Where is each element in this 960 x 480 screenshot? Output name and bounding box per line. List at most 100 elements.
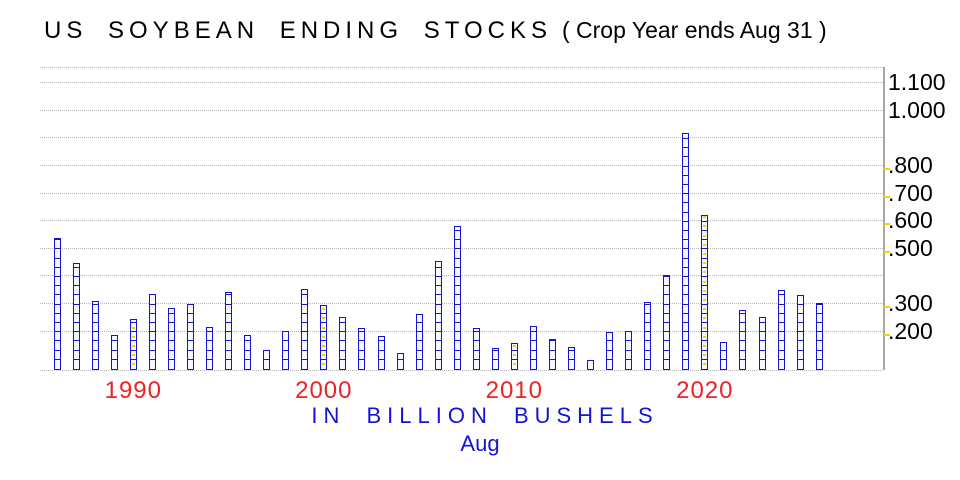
bar-segment-line <box>73 285 79 287</box>
bar-segment-line <box>73 349 79 351</box>
bar-2004 <box>396 353 404 370</box>
bar-1996 <box>244 334 252 370</box>
bar-segment-line <box>435 331 441 333</box>
bar-segment-line <box>321 331 327 333</box>
bar-segment-line <box>168 349 174 351</box>
month-label: Aug <box>460 431 500 456</box>
bar-segment-line <box>54 257 60 259</box>
bar-segment-line <box>797 358 803 360</box>
bar-segment-line <box>454 358 460 360</box>
bar-segment-line <box>645 349 651 351</box>
bar-segment-line <box>778 358 784 360</box>
bar-1988 <box>91 301 99 370</box>
bar-segment-line <box>683 349 689 351</box>
bar-segment-line <box>359 358 365 360</box>
bar-segment-line <box>797 331 803 333</box>
bar-segment-line <box>664 349 670 351</box>
bar-segment-line <box>283 358 289 360</box>
bar-segment-line <box>73 275 79 277</box>
bar-1989 <box>110 334 118 370</box>
bar-segment-line <box>683 174 689 176</box>
decade-marker-dash <box>322 308 326 311</box>
bar-1993 <box>187 304 194 370</box>
bar-segment-line <box>645 340 651 342</box>
bar-2017 <box>644 301 652 370</box>
y-axis-month-tick <box>884 305 890 308</box>
bar-segment-line <box>664 303 670 305</box>
bar-segment-line <box>188 331 193 333</box>
y-axis-tick-label: 1.000 <box>888 96 946 123</box>
y-axis-tick-label: 1.100 <box>888 69 946 96</box>
bar-segment-line <box>740 349 746 351</box>
x-axis-tick-label: 2020 <box>676 377 734 404</box>
bar-segment-line <box>645 312 651 314</box>
bar-segment-line <box>454 321 460 323</box>
bar-segment-line <box>245 358 251 360</box>
bar-segment-line <box>188 358 193 360</box>
bar-segment-line <box>683 183 689 185</box>
plot-frame-top <box>40 67 883 68</box>
bar-segment-line <box>816 321 822 323</box>
bar-segment-line <box>569 349 574 351</box>
bar-segment-line <box>302 294 308 296</box>
bar-segment-line <box>702 239 708 241</box>
bar-segment-line <box>359 349 365 351</box>
bar-segment-line <box>340 358 346 360</box>
decade-marker-dash <box>703 363 707 366</box>
bar-segment-line <box>435 275 441 277</box>
bar-segment-line <box>816 331 822 333</box>
decade-marker-dash <box>703 335 707 338</box>
bar-segment-line <box>207 349 212 351</box>
bar-2011 <box>529 326 537 370</box>
bar-segment-line <box>664 358 670 360</box>
bar-2010 <box>510 343 518 370</box>
bar-2012 <box>548 338 556 370</box>
bar-2006 <box>434 261 442 370</box>
decade-marker-dash <box>703 216 707 219</box>
bar-2009 <box>491 347 499 370</box>
bar-segment-line <box>816 303 822 305</box>
bar-segment-line <box>226 312 232 314</box>
bar-segment-line <box>778 340 784 342</box>
bar-segment-line <box>778 294 784 296</box>
y-axis-tick-label: .800 <box>888 151 933 178</box>
chart-title: US SOYBEAN ENDING STOCKS ( Crop Year ends… <box>44 17 827 45</box>
bar-segment-line <box>73 294 79 296</box>
bar-2019 <box>682 133 690 370</box>
x-axis-baseline <box>40 370 883 371</box>
x-axis-tick-label: 2000 <box>295 377 353 404</box>
decade-marker-dash <box>703 344 707 347</box>
bar-segment-line <box>378 340 384 342</box>
bar-segment-line <box>473 340 479 342</box>
units-label: IN BILLION BUSHELS <box>311 403 659 428</box>
gridline <box>40 164 883 166</box>
bar-1991 <box>148 294 156 370</box>
bar-segment-line <box>321 321 327 323</box>
bar-segment-line <box>73 303 79 305</box>
bar-segment-line <box>683 239 689 241</box>
bar-segment-line <box>188 349 193 351</box>
y-axis-tick-label: .200 <box>888 317 933 344</box>
bar-segment-line <box>702 349 708 351</box>
bar-segment-line <box>302 321 308 323</box>
y-axis-month-tick <box>884 333 890 336</box>
bar-segment-line <box>778 331 784 333</box>
bar-2013 <box>568 346 575 370</box>
bar-segment-line <box>683 257 689 259</box>
bar-segment-line <box>683 147 689 149</box>
bar-segment-line <box>702 331 708 333</box>
bar-segment-line <box>645 331 651 333</box>
y-axis-month-tick <box>884 195 890 198</box>
bar-segment-line <box>797 303 803 305</box>
bar-segment-line <box>283 340 289 342</box>
bar-segment-line <box>92 303 98 305</box>
bar-segment-line <box>54 285 60 287</box>
bar-1987 <box>72 263 80 370</box>
bar-segment-line <box>759 331 765 333</box>
bar-segment-line <box>54 331 60 333</box>
decade-marker-dash <box>131 354 135 357</box>
gridline <box>40 137 883 139</box>
bar-segment-line <box>740 321 746 323</box>
bar-segment-line <box>816 349 822 351</box>
